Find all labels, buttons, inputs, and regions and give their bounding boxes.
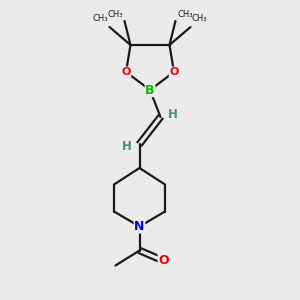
Text: CH₃: CH₃ [177,10,193,19]
Text: N: N [134,220,145,233]
Text: H: H [122,140,132,154]
Text: CH₃: CH₃ [192,14,208,23]
Text: CH₃: CH₃ [107,10,123,19]
Text: B: B [145,83,155,97]
Text: O: O [169,67,179,77]
Text: CH₃: CH₃ [92,14,108,23]
Text: H: H [168,107,178,121]
Text: O: O [158,254,169,268]
Text: O: O [121,67,131,77]
